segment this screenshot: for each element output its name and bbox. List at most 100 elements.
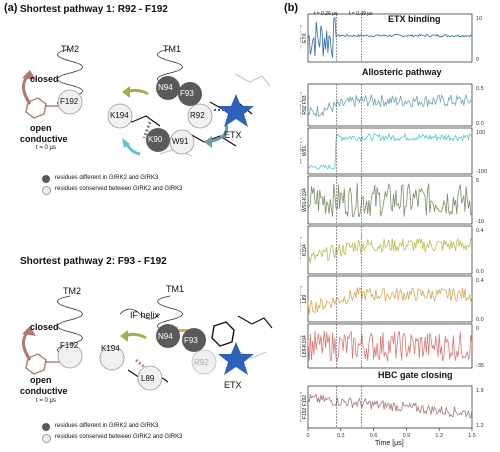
xtick-label-4: 1.2 [435, 433, 443, 439]
time-marker-1: t = 0.26 μs [314, 11, 338, 17]
pathway1-title: Shortest pathway 1: R92 - F192 [20, 4, 168, 15]
pw2-tm2-label: TM2 [63, 286, 81, 296]
residue-k194 [107, 103, 133, 129]
series-line-0 [307, 16, 473, 58]
residue-k90 [146, 128, 170, 152]
pw1-closed-label: closed [30, 74, 59, 84]
ylabel-1: RMSD [nm]R92 F93 [300, 91, 308, 117]
tm1-helix [157, 48, 183, 86]
track-frame-6 [307, 323, 473, 369]
ylabel-0: RMSD [nm]ETX [300, 24, 308, 50]
pw2-f93-label: F93 [184, 336, 198, 345]
pw2-open-label: open [30, 375, 52, 385]
pw1-tm2-label: TM2 [61, 44, 79, 54]
pw1-f93-label: F93 [180, 89, 194, 98]
residue-r92 [187, 103, 213, 129]
series-line-3 [307, 182, 473, 218]
ytick-top-1: 0.5 [476, 86, 484, 92]
legend-different-text: residues different in GIRK2 and GIRK3 [55, 175, 159, 181]
pw2-t0-label: t = 0 μs [36, 398, 56, 404]
xtick-label-2: 0.6 [370, 433, 378, 439]
ytick-bottom-5: 0.0 [476, 317, 484, 323]
pw1-t0-label: t = 0 μs [36, 145, 56, 151]
section-etx-binding: ETX binding [388, 14, 441, 24]
residue-f192-2 [57, 343, 83, 369]
ytick-top-3: 5 [476, 178, 479, 184]
series-line-6 [307, 330, 473, 363]
pw1-open-label: open [30, 123, 52, 133]
pw2-closed-label: closed [30, 322, 59, 332]
ytick-bottom-6: -35 [476, 363, 484, 369]
panel-a-label: (a) [4, 2, 18, 14]
pathway2-title: Shortest pathway 2: F93 - F192 [20, 256, 167, 267]
track-frame-3 [307, 175, 473, 225]
ytick-bottom-0: 0 [476, 57, 479, 63]
pw2-f192-label: F192 [60, 341, 79, 350]
ytick-bottom-7: 1.2 [476, 423, 484, 429]
pw2-tm1-label: TM1 [166, 284, 184, 294]
panel-b-label: (b) [284, 2, 299, 14]
ytick-top-0: 10 [476, 16, 482, 22]
etx-star-icon-2 [218, 342, 254, 375]
legend-different-dot [42, 175, 50, 183]
legend2-different-dot [42, 423, 50, 431]
residue-f93-2 [182, 328, 206, 352]
residue-n94-2 [156, 324, 180, 348]
legend-conserved-dot [42, 186, 51, 195]
ylabel-6: rGIL[kcal/mol]L89-K194 [300, 335, 308, 357]
ylabel-7: Distance [nm]F192 F192 [300, 391, 308, 422]
pw2-conductive-label: conductive [20, 386, 68, 396]
series-line-2 [307, 132, 473, 170]
tm1-helix-2 [157, 295, 183, 333]
pw2-etx-label: ETX [224, 380, 242, 390]
ytick-top-6: 0 [476, 326, 479, 332]
section-hbc-gate: HBC gate closing [378, 370, 453, 380]
xtick-label-0: 0 [306, 433, 309, 439]
pw2-r92-label: R92 [194, 358, 209, 367]
pw1-k194-label: K194 [110, 111, 129, 120]
pathway1-diagram [22, 48, 271, 157]
x-axis-label: Time [μs] [375, 440, 404, 447]
residue-l89-2 [137, 365, 163, 391]
pw2-l89-label: L89 [141, 374, 155, 383]
xtick-label-5: 1.5 [468, 433, 476, 439]
residue-f192 [57, 89, 83, 115]
legend2-conserved-dot [42, 434, 51, 443]
pw1-conductive-label: conductive [20, 134, 68, 144]
residue-n94 [156, 76, 180, 100]
pw2-k194-label: K194 [101, 344, 120, 353]
section-allosteric: Allosteric pathway [362, 67, 442, 77]
etx-star-icon [218, 94, 254, 127]
pw1-w91-label: W91 [172, 137, 189, 146]
ytick-bottom-3: -10 [476, 219, 484, 225]
residue-f93 [178, 82, 202, 106]
track-frame-4 [307, 225, 473, 275]
residue-k194-2 [99, 345, 125, 371]
track-frame-2 [307, 127, 473, 175]
pathway2-diagram [22, 295, 273, 391]
pw1-f192-label: F192 [60, 97, 79, 106]
legend2-conserved-text: residues conserved between GIRK2 and GIR… [55, 434, 183, 440]
pw1-tm1-label: TM1 [163, 44, 181, 54]
ylabel-2: χ1 Angle [°]W91 [300, 138, 308, 164]
pw1-n94-label: N94 [158, 83, 173, 92]
ytick-top-7: 1.9 [476, 388, 484, 394]
ytick-top-2: 100 [476, 130, 485, 136]
legend-conserved-text: residues conserved between GIRK2 and GIR… [55, 186, 183, 192]
ylabel-3: rGIL[kcal/mol]W91-K194 [300, 188, 308, 212]
series-line-4 [307, 236, 473, 264]
track-frame-5 [307, 275, 473, 323]
track-frame-7 [307, 385, 473, 429]
pw2-if-helix-label: IF helix [130, 310, 160, 320]
ytick-top-5: 0.4 [476, 278, 484, 284]
legend2-different-text: residues different in GIRK2 and GIRK3 [55, 423, 159, 429]
ytick-bottom-1: 0.0 [476, 121, 484, 127]
ytick-bottom-4: 0.0 [476, 269, 484, 275]
ylabel-5: RMSD [nm]L89 [300, 285, 308, 311]
series-line-1 [307, 93, 473, 117]
pw1-k90-label: K90 [148, 135, 163, 144]
time-marker-2: t = 0.49 μs [349, 11, 373, 17]
pw1-etx-label: ETX [224, 130, 242, 140]
residue-r92-2 [191, 349, 217, 375]
